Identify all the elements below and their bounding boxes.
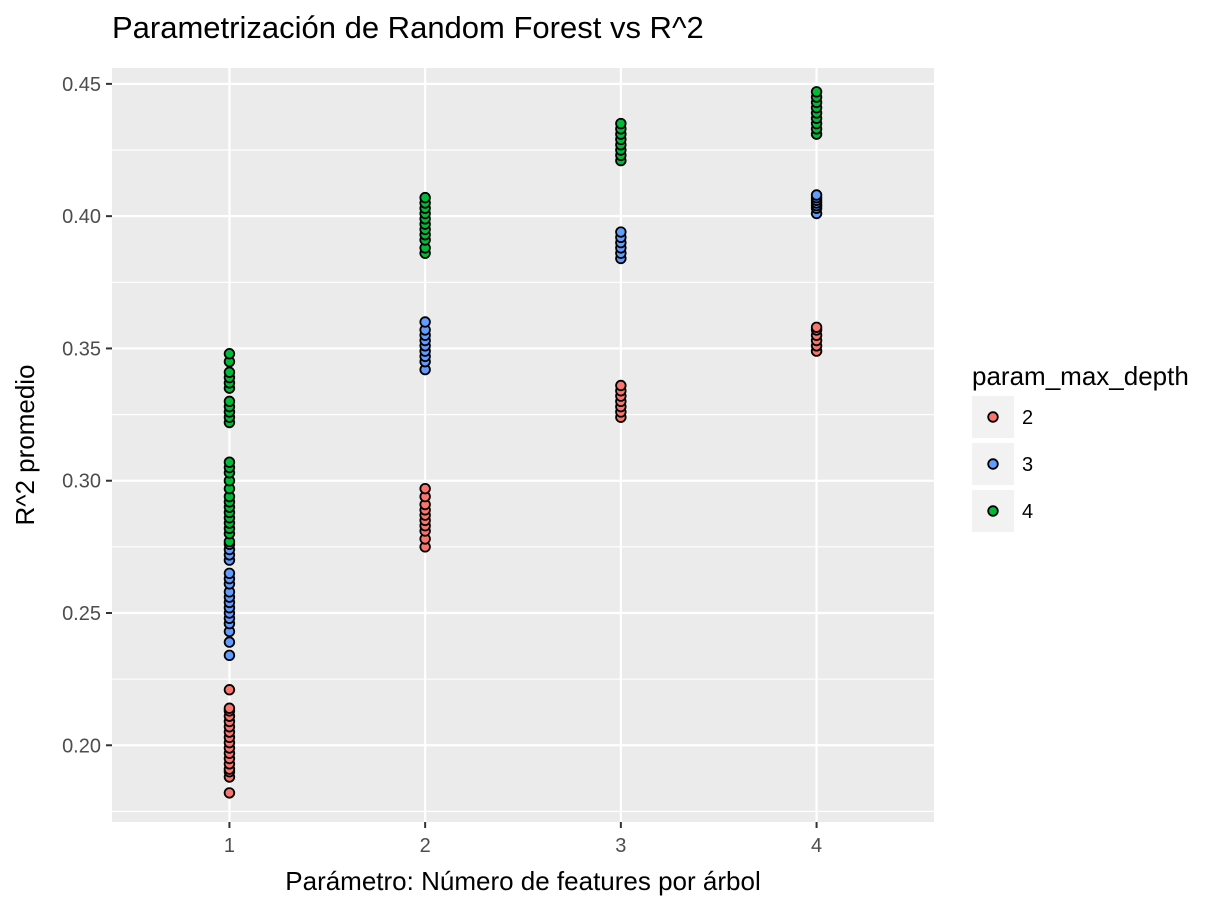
data-point [223, 456, 236, 468]
y-tick-label: 0.45 [62, 74, 101, 96]
legend: param_max_depth 2 3 4 [972, 361, 1189, 532]
legend-title: param_max_depth [972, 361, 1189, 391]
data-point [223, 787, 236, 799]
x-tick-label: 2 [420, 835, 431, 857]
data-point [810, 86, 823, 98]
legend-key-marker [987, 505, 999, 517]
y-tick-label: 0.20 [62, 735, 101, 757]
data-point [223, 702, 236, 714]
y-tick-label: 0.25 [62, 603, 101, 625]
data-point [419, 482, 431, 495]
y-tick-label: 0.35 [62, 338, 101, 360]
y-axis-title: R^2 promedio [10, 364, 40, 525]
data-point [223, 684, 236, 696]
legend-key-marker [987, 458, 999, 470]
data-point [419, 191, 431, 204]
y-tick-label: 0.30 [62, 471, 101, 493]
data-point [810, 321, 823, 333]
data-point [223, 366, 236, 378]
data-point [419, 316, 431, 328]
data-point [615, 379, 627, 392]
chart-title: Parametrización de Random Forest vs R^2 [112, 10, 704, 45]
y-tick-label: 0.40 [62, 206, 101, 228]
data-point [223, 395, 236, 408]
data-point [223, 348, 236, 360]
data-points [223, 86, 823, 799]
data-point [223, 649, 236, 662]
x-axis: 1 2 3 4 [224, 822, 822, 857]
legend-label: 3 [1022, 454, 1033, 476]
x-tick-label: 4 [811, 835, 822, 857]
x-tick-label: 3 [615, 835, 626, 857]
legend-key-marker [987, 411, 999, 423]
legend-label: 4 [1022, 501, 1033, 523]
x-tick-label: 1 [224, 835, 235, 857]
x-axis-title: Parámetro: Número de features por árbol [285, 866, 760, 896]
plot-panel [112, 68, 934, 822]
data-point [223, 636, 236, 648]
data-point [615, 117, 627, 130]
legend-label: 2 [1022, 407, 1033, 429]
data-point [810, 189, 823, 201]
y-axis: 0.20 0.25 0.30 0.35 0.40 0.45 [62, 74, 112, 757]
minor-gridlines [112, 149, 934, 812]
data-point [223, 567, 236, 580]
data-point [615, 226, 627, 238]
